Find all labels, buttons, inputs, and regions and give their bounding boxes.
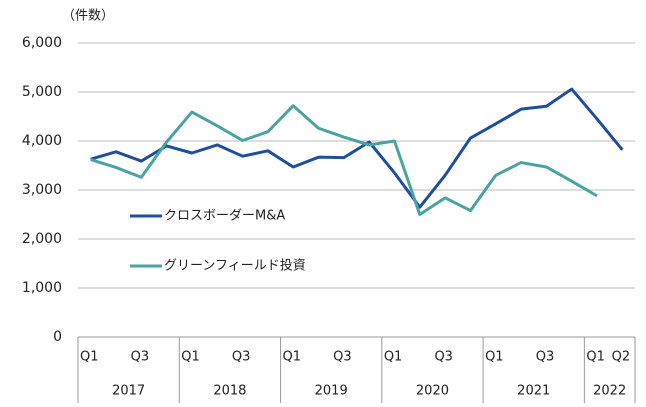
y-tick-label: 1,000 — [22, 280, 62, 296]
x-tick-label: Q3 — [536, 350, 555, 365]
series-line — [90, 87, 624, 209]
x-tick-label: Q1 — [485, 350, 504, 365]
y-tick-label: 0 — [53, 329, 62, 345]
legend-label: グリーンフィールド投資 — [164, 258, 306, 274]
x-tick-label: Q3 — [131, 350, 150, 365]
y-axis-label: （件数） — [62, 9, 114, 24]
x-group-label: 2018 — [213, 384, 246, 399]
y-tick-label: 3,000 — [22, 182, 62, 198]
x-tick-label: Q2 — [612, 350, 631, 365]
y-tick-label: 6,000 — [22, 35, 62, 51]
x-tick-label: Q1 — [384, 350, 403, 365]
y-tick-label: 4,000 — [22, 133, 62, 149]
y-tick-label: 5,000 — [22, 84, 62, 100]
x-tick-label: Q1 — [586, 350, 605, 365]
y-tick-label: 2,000 — [22, 231, 62, 247]
legend-label: クロスボーダーM&A — [164, 209, 285, 224]
x-tick-label: Q3 — [434, 350, 453, 365]
x-group-label: 2021 — [517, 384, 550, 399]
series-line — [90, 104, 598, 216]
x-group-label: 2022 — [593, 384, 626, 399]
x-tick-label: Q3 — [333, 350, 352, 365]
x-tick-label: Q1 — [80, 350, 99, 365]
x-group-label: 2020 — [416, 384, 449, 399]
x-tick-label: Q1 — [283, 350, 302, 365]
x-tick-label: Q3 — [232, 350, 251, 365]
x-group-label: 2017 — [112, 384, 145, 399]
x-group-label: 2019 — [315, 384, 348, 399]
x-tick-label: Q1 — [181, 350, 200, 365]
